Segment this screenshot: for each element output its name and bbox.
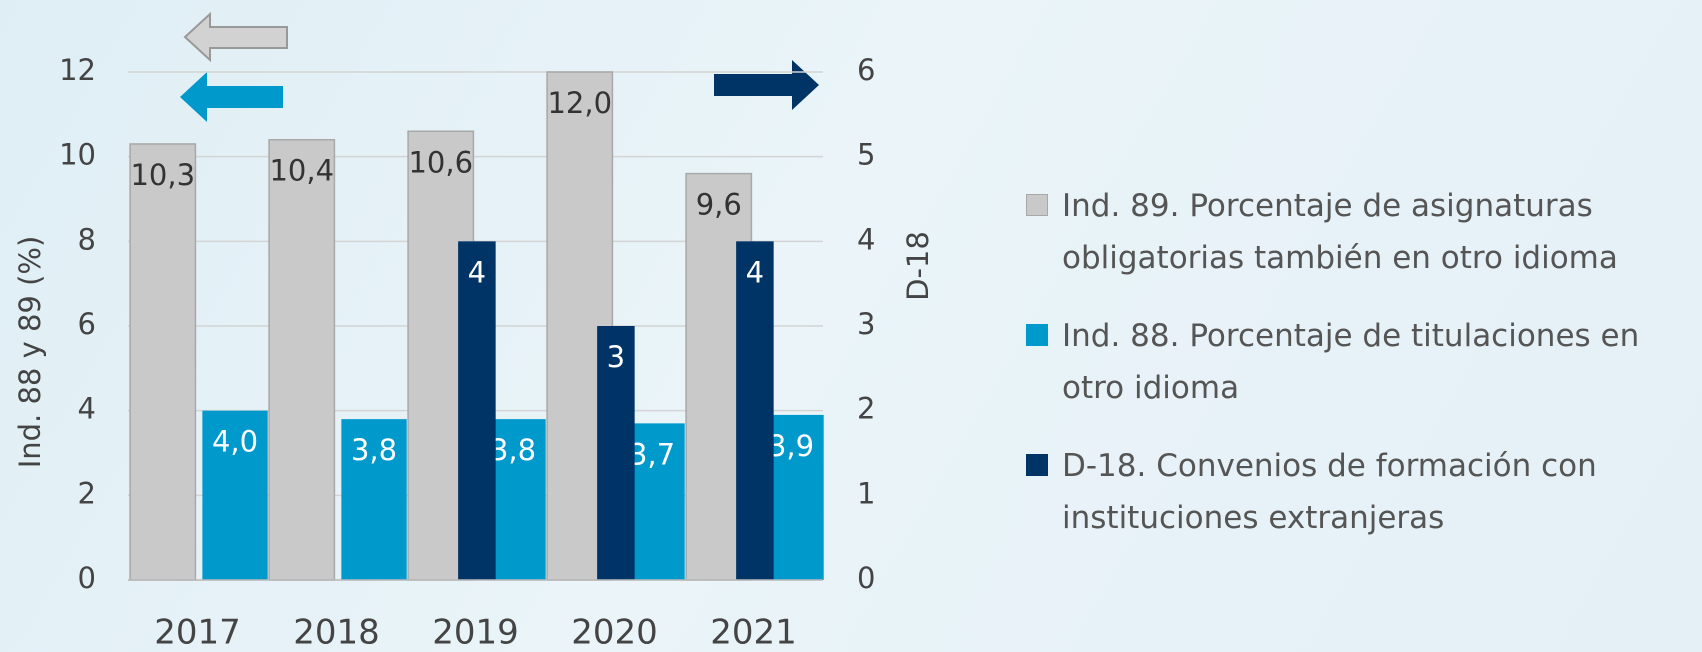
y-tick-label: 8: [78, 222, 96, 256]
x-tick-label: 2021: [710, 613, 797, 652]
x-tick-label: 2018: [293, 613, 380, 652]
arrow-right-navy: [714, 60, 819, 110]
x-tick-label: 2020: [571, 613, 658, 652]
arrow-left-blue: [180, 72, 283, 122]
page: Ind. 88 y 89 (%) D-18 024681012012345610…: [0, 0, 1702, 652]
data-label: 3: [607, 340, 625, 374]
arrow-left-gray: [185, 14, 287, 60]
y-axis-label: Ind. 88 y 89 (%): [13, 236, 47, 469]
x-tick-label: 2017: [154, 613, 241, 652]
legend-item: D-18. Convenios de formación con institu…: [1026, 440, 1696, 544]
y2-tick-label: 6: [857, 53, 875, 87]
data-label: 4,0: [212, 425, 258, 459]
legend: Ind. 89. Porcentaje de asignaturas oblig…: [1026, 180, 1696, 570]
data-label: 9,6: [696, 188, 742, 222]
data-label: 10,3: [130, 158, 195, 192]
y-tick-label: 0: [78, 561, 96, 595]
legend-swatch: [1026, 194, 1048, 216]
legend-swatch: [1026, 324, 1048, 346]
bar: [130, 144, 195, 580]
y2-tick-label: 2: [857, 392, 875, 426]
y2-tick-label: 0: [857, 561, 875, 595]
y2-tick-label: 5: [857, 138, 875, 172]
data-label: 10,6: [408, 145, 473, 179]
data-label: 4: [468, 255, 486, 289]
bar: [269, 140, 334, 580]
data-label: 3,9: [768, 429, 814, 463]
legend-label: D-18. Convenios de formación con institu…: [1062, 448, 1597, 536]
data-label: 12,0: [547, 86, 612, 120]
data-label: 3,8: [351, 433, 397, 467]
data-label: 3,8: [490, 433, 536, 467]
legend-item: Ind. 88. Porcentaje de titulaciones en o…: [1026, 310, 1696, 414]
x-tick-label: 2019: [432, 613, 519, 652]
y2-tick-label: 4: [857, 222, 875, 256]
bar: [458, 241, 496, 580]
bar: [736, 241, 774, 580]
data-label: 10,4: [269, 154, 334, 188]
y-tick-label: 10: [59, 138, 96, 172]
y2-tick-label: 3: [857, 307, 875, 341]
y-tick-label: 12: [59, 53, 96, 87]
legend-label: Ind. 88. Porcentaje de titulaciones en o…: [1062, 318, 1639, 406]
y2-tick-label: 1: [857, 476, 875, 510]
legend-swatch: [1026, 454, 1048, 476]
data-label: 4: [746, 255, 764, 289]
y-tick-label: 2: [78, 476, 96, 510]
y2-axis-label: D-18: [901, 231, 935, 301]
y-tick-label: 6: [78, 307, 96, 341]
legend-item: Ind. 89. Porcentaje de asignaturas oblig…: [1026, 180, 1696, 284]
data-label: 3,7: [629, 437, 675, 471]
legend-label: Ind. 89. Porcentaje de asignaturas oblig…: [1062, 188, 1618, 276]
y-tick-label: 4: [78, 392, 96, 426]
